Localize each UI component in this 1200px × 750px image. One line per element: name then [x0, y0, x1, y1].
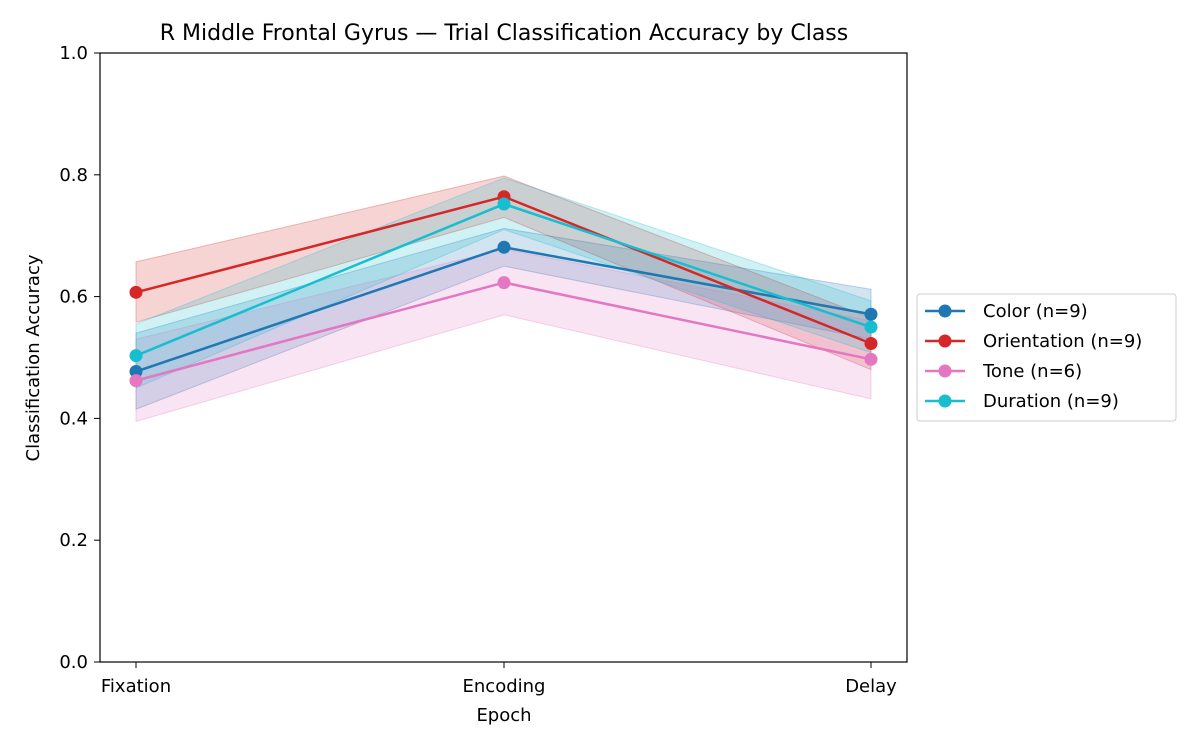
data-point: [129, 374, 143, 388]
series-points: [129, 190, 878, 388]
x-tick-label: Delay: [845, 676, 897, 697]
y-tick-label: 1.0: [59, 43, 88, 64]
confidence-band: [135, 177, 872, 389]
legend-label: Duration (n=9): [983, 391, 1119, 412]
legend-marker: [938, 364, 952, 378]
x-axis-ticks: Fixation Encoding Delay: [101, 662, 897, 697]
data-point: [864, 320, 878, 334]
y-tick-label: 0.4: [59, 408, 88, 429]
y-tick-label: 0.8: [59, 165, 88, 186]
confidence-bands: [135, 175, 872, 423]
legend-label: Tone (n=6): [982, 361, 1082, 382]
data-point: [864, 307, 878, 321]
legend-marker: [938, 304, 952, 318]
data-point: [864, 336, 878, 350]
y-tick-label: 0.6: [59, 287, 88, 308]
legend-items: Color (n=9) Orientation (n=9) Tone (n=6) Du…: [925, 301, 1142, 412]
legend-marker: [938, 334, 952, 348]
x-tick-label: Fixation: [101, 676, 171, 697]
data-point: [497, 276, 511, 290]
data-point: [497, 240, 511, 254]
data-point: [864, 352, 878, 366]
legend-label: Color (n=9): [983, 301, 1088, 322]
data-point: [129, 349, 143, 363]
y-tick-label: 0.0: [59, 652, 88, 673]
legend: Color (n=9) Orientation (n=9) Tone (n=6) Du…: [916, 293, 1177, 422]
data-point: [129, 365, 143, 379]
legend-marker: [938, 394, 952, 408]
y-axis-ticks: 0.0 0.2 0.4 0.6 0.8 1.0: [59, 43, 100, 673]
y-axis-title: Classification Accuracy: [23, 254, 44, 461]
data-point: [129, 285, 143, 299]
y-tick-label: 0.2: [59, 530, 88, 551]
chart-title: R Middle Frontal Gyrus — Trial Classific…: [160, 21, 848, 46]
data-point: [497, 197, 511, 211]
x-axis-title: Epoch: [476, 705, 531, 726]
legend-label: Orientation (n=9): [983, 331, 1142, 352]
x-tick-label: Encoding: [463, 676, 546, 697]
legend-box: [916, 293, 1177, 422]
confidence-band: [135, 175, 872, 371]
